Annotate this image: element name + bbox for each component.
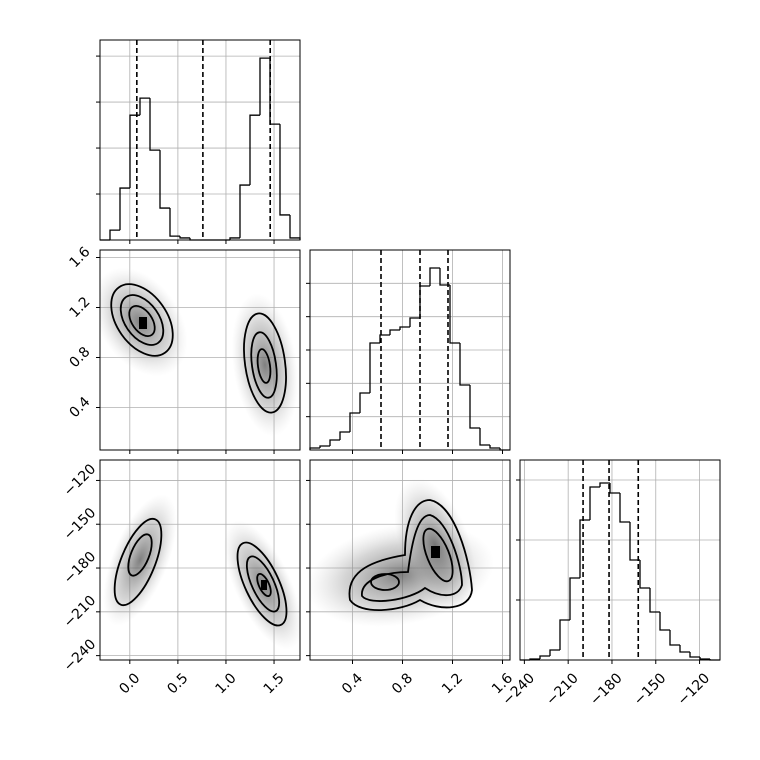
hist-step <box>469 385 480 429</box>
y-tick-label: 1.2 <box>66 294 93 321</box>
y-tick-label: −240 <box>61 636 100 675</box>
hist-step <box>559 619 570 650</box>
hist-step <box>269 58 280 125</box>
density-4 <box>310 478 494 627</box>
density-1 <box>100 267 299 437</box>
x-tick-label: 1.0 <box>213 670 240 697</box>
panel-frame <box>99 39 301 241</box>
hist-step <box>399 326 410 330</box>
y-tick-label: −120 <box>61 461 100 500</box>
hist-step <box>289 214 301 240</box>
hist-step <box>649 588 660 613</box>
panel-frame <box>309 459 511 661</box>
x-tick-label: −180 <box>587 670 626 709</box>
hist-step <box>679 645 690 653</box>
hist-step <box>349 412 360 432</box>
hist-step <box>379 334 390 343</box>
panel-frame <box>309 249 511 451</box>
hist-step <box>259 57 270 116</box>
hist-step <box>619 493 630 523</box>
hist-step <box>589 486 600 520</box>
x-tick-label: −210 <box>543 670 582 709</box>
hist-step <box>419 285 430 318</box>
hist-step <box>239 184 250 238</box>
x-tick-label: −120 <box>675 670 714 709</box>
hist-step <box>659 612 670 631</box>
x-tick-label: 0.5 <box>164 670 191 697</box>
y-tick-label: 0.8 <box>66 344 93 371</box>
x-tick-label: 0.4 <box>339 670 366 697</box>
x-tick-label: −150 <box>631 670 670 709</box>
x-tick-label: 0.8 <box>389 670 416 697</box>
hist-step <box>159 150 170 209</box>
density-2 <box>103 494 300 650</box>
hist-step <box>689 652 700 658</box>
hist-step <box>229 237 240 240</box>
hist-step <box>179 236 190 239</box>
hist-step <box>459 343 470 386</box>
panel-frame <box>99 249 301 451</box>
hist-step <box>539 655 550 659</box>
hist-step <box>279 124 290 216</box>
hist-step <box>449 285 460 344</box>
hist-step <box>699 657 710 660</box>
hist-step <box>409 317 420 327</box>
hist-step <box>389 329 400 335</box>
hist-step <box>549 649 560 656</box>
hist-step <box>329 439 340 446</box>
hist-step <box>639 560 650 589</box>
hist-step <box>599 482 610 487</box>
hist-step <box>579 519 590 578</box>
hist-step <box>339 431 350 440</box>
hist-step <box>119 187 130 231</box>
hist-step <box>609 483 620 494</box>
hist-step <box>109 229 120 240</box>
hist-step <box>629 522 640 561</box>
hist-step <box>569 577 580 620</box>
hist-step <box>249 114 260 186</box>
hist-step <box>149 98 160 151</box>
hist-step <box>139 97 150 116</box>
hist-step <box>479 428 490 446</box>
hist-step <box>429 267 440 286</box>
x-tick-label: 1.5 <box>261 670 288 697</box>
hist-step <box>319 445 330 448</box>
hist-step <box>359 392 370 413</box>
x-tick-label: 0.0 <box>116 670 143 697</box>
hist-step <box>669 630 680 646</box>
panel-frame <box>519 459 721 661</box>
hist-step <box>169 208 180 237</box>
x-tick-label: 1.2 <box>439 670 466 697</box>
hist-step <box>129 114 140 189</box>
panel-frame <box>99 459 301 661</box>
y-tick-label: 1.6 <box>66 244 93 271</box>
y-tick-label: −210 <box>61 593 100 632</box>
hist-step <box>439 268 450 286</box>
y-tick-label: −180 <box>61 549 100 588</box>
y-tick-label: 0.4 <box>66 394 93 421</box>
hist-step <box>369 342 380 393</box>
hist-step <box>489 445 500 449</box>
y-tick-label: −150 <box>61 505 100 544</box>
